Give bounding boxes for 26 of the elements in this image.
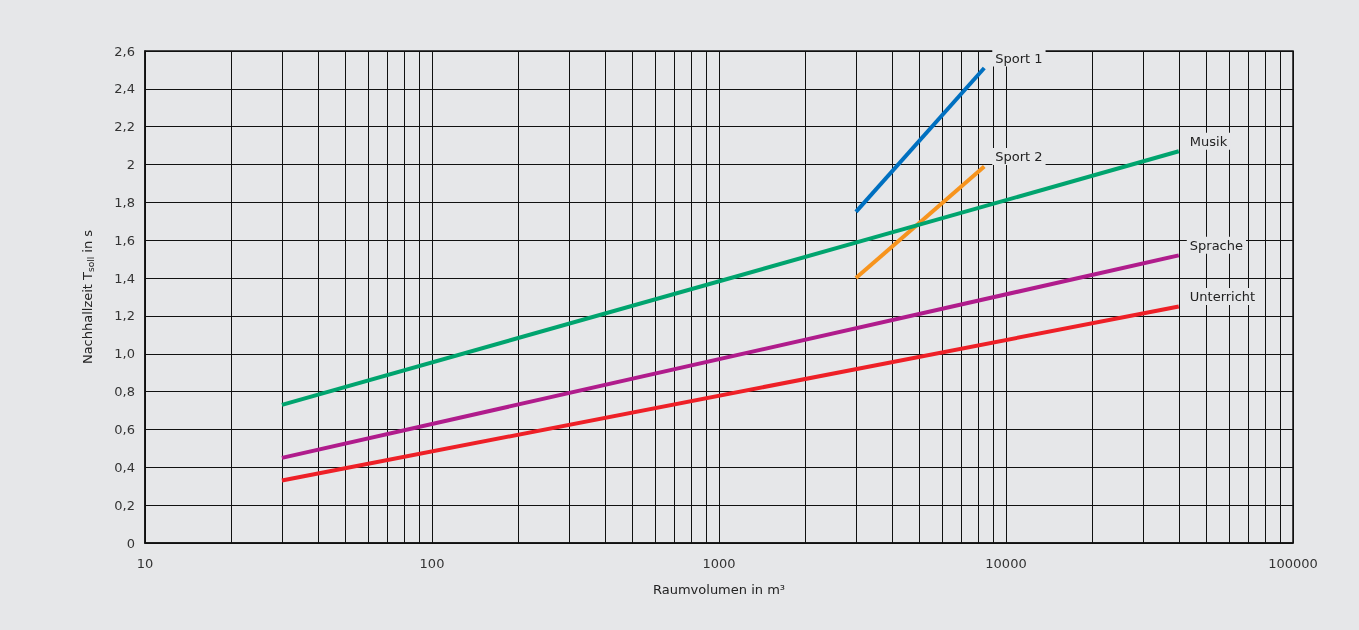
y-tick-label: 1,8 bbox=[114, 194, 135, 210]
y-tick-label: 2,4 bbox=[114, 81, 135, 97]
y-tick-label: 0,6 bbox=[114, 421, 135, 437]
series-label: Unterricht bbox=[1189, 288, 1256, 304]
y-axis-title: Nachhallzeit Tsoll in s bbox=[80, 229, 96, 365]
x-axis-title: Raumvolumen in m³ bbox=[652, 582, 786, 597]
x-tick-label: 10 bbox=[136, 556, 154, 571]
y-tick-label: 0,8 bbox=[114, 384, 135, 400]
y-tick-label: 2 bbox=[126, 157, 135, 173]
x-tick-label: 10000 bbox=[985, 556, 1027, 571]
y-tick-label: 0,2 bbox=[114, 497, 135, 513]
y-tick-label: 2,6 bbox=[114, 43, 135, 59]
y-tick-label: 1,4 bbox=[114, 270, 135, 286]
y-tick-label: 1,2 bbox=[114, 308, 135, 324]
x-tick-label: 100000 bbox=[1268, 556, 1318, 571]
series-label: Sport 1 bbox=[995, 50, 1043, 66]
y-tick-label: 1,6 bbox=[114, 232, 135, 248]
y-tick-label: 2,2 bbox=[114, 119, 135, 135]
series-label: Sport 2 bbox=[995, 148, 1043, 164]
series-label: Musik bbox=[1189, 133, 1228, 149]
x-tick-label: 100 bbox=[419, 556, 445, 571]
y-tick-label: 1,0 bbox=[114, 346, 135, 362]
x-tick-label: 1000 bbox=[702, 556, 736, 571]
y-tick-label: 0 bbox=[126, 535, 135, 551]
series-label: Sprache bbox=[1189, 237, 1243, 253]
y-tick-label: 0,4 bbox=[114, 459, 135, 475]
